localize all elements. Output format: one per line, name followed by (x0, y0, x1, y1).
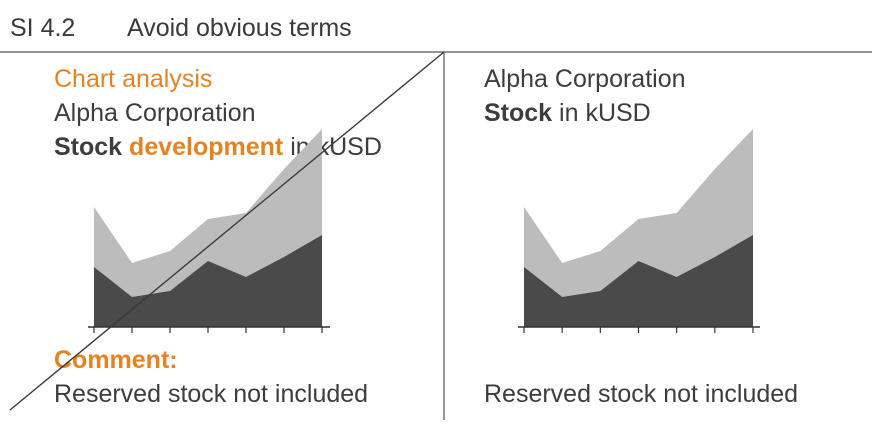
right-company-name: Alpha Corporation (484, 65, 686, 93)
strike-through-line (9, 51, 445, 411)
right-chart-heading: Stock in kUSD (484, 98, 651, 128)
comment-label: Comment: (54, 346, 178, 374)
left-footnote: Reserved stock not included (54, 380, 369, 408)
area-series-lower (524, 235, 753, 327)
section-number: SI 4.2 (10, 14, 76, 42)
right-heading-rest: in kUSD (559, 99, 651, 127)
left-company-name: Alpha Corporation (54, 99, 256, 127)
left-heading-highlight: development (129, 133, 284, 161)
left-heading-bold: Stock (54, 133, 123, 161)
left-area-chart (88, 129, 330, 333)
section-title: Avoid obvious terms (127, 14, 352, 42)
right-area-chart (518, 129, 760, 333)
right-heading-bold: Stock (484, 99, 553, 127)
left-chart-heading: Stock development in kUSD (54, 132, 382, 162)
area-series-lower (94, 235, 322, 327)
chart-analysis-label: Chart analysis (54, 65, 213, 93)
right-footnote: Reserved stock not included (484, 380, 799, 408)
